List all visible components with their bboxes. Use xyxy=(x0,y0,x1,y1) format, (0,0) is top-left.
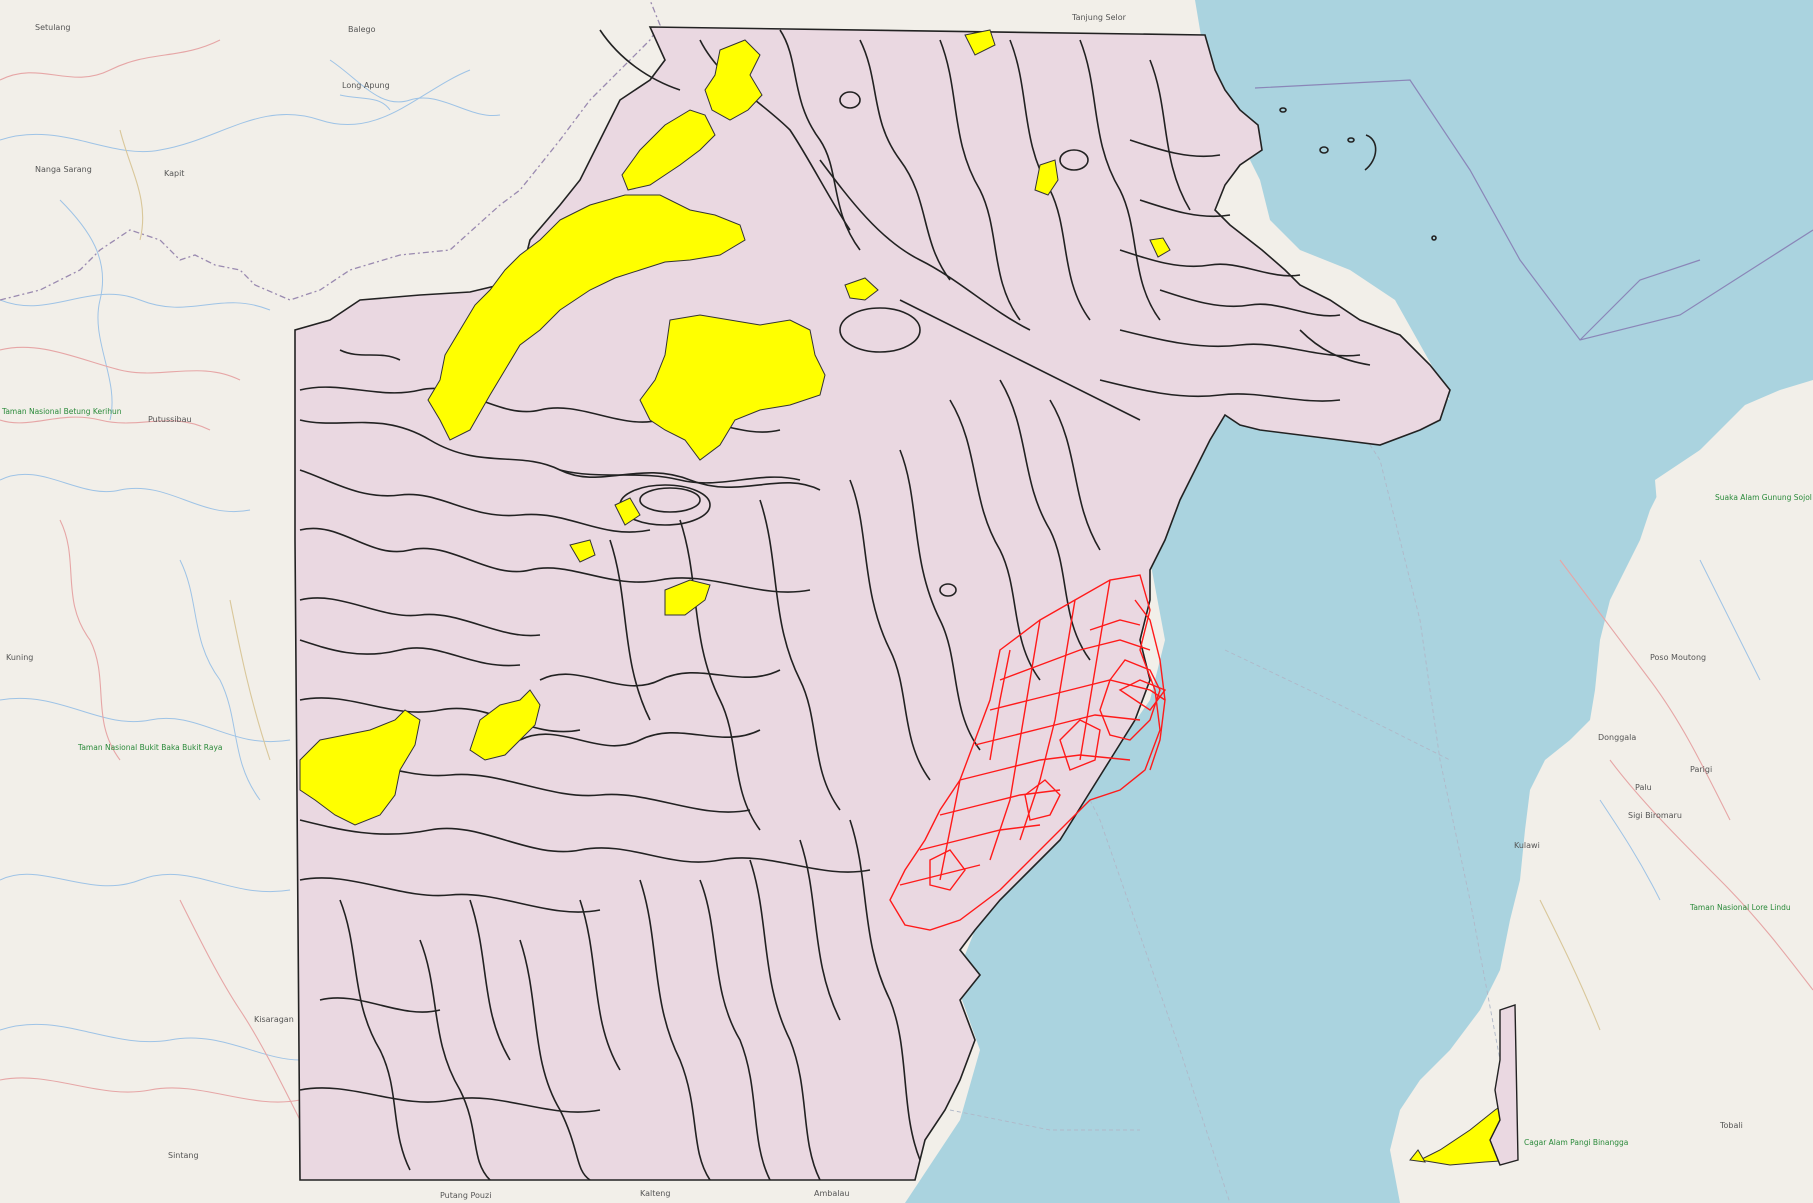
label-putussibau: Putussibau xyxy=(148,415,192,424)
label-parigi: Parigi xyxy=(1690,765,1712,774)
geology-lines xyxy=(299,29,1371,1181)
highlight-zone-east-3[interactable] xyxy=(1149,237,1171,258)
label-balego: Balego xyxy=(348,25,376,34)
maritime-boundary-2 xyxy=(1579,259,1701,341)
coastal-islands xyxy=(1279,107,1437,241)
park-label-betung: Taman Nasional Betung Kerihun xyxy=(1,407,122,416)
highlight-zone-centre-small[interactable] xyxy=(614,497,641,526)
label-setulang: Setulang xyxy=(35,23,70,32)
rivers-layer xyxy=(0,59,1761,1061)
maritime-dash-4 xyxy=(1224,649,1451,761)
label-sigi: Sigi Biromaru xyxy=(1628,811,1682,820)
park-label-lore-lindu: Taman Nasional Lore Lindu xyxy=(1689,903,1791,912)
highlight-zone-south-central[interactable] xyxy=(469,689,541,761)
highlighted-zones[interactable] xyxy=(299,29,1516,1166)
label-tanjung-sarang: Nanga Sarang xyxy=(35,165,92,174)
park-label-tanjung-api: Cagar Alam Pangi Binangga xyxy=(1524,1138,1628,1147)
label-kuning: Kuning xyxy=(6,653,33,662)
highlight-zone-ne-small[interactable] xyxy=(964,29,996,56)
highlight-zone-ridge[interactable] xyxy=(427,194,746,441)
label-sintang: Sintang xyxy=(168,1151,199,1160)
maritime-dash-3 xyxy=(949,1109,1140,1131)
label-kulawi: Kulawi xyxy=(1514,841,1540,850)
sulawesi-study-fragment[interactable] xyxy=(1489,1004,1519,1166)
maritime-dash-1 xyxy=(1089,799,1231,1203)
label-long-apung: Long Apung xyxy=(342,81,390,90)
palu-bay-land xyxy=(1570,680,1655,780)
northern-arm-land xyxy=(1655,385,1813,560)
maritime-boundary-1 xyxy=(1254,79,1813,341)
alert-zones[interactable] xyxy=(889,574,1167,931)
highlight-zone-centre-3[interactable] xyxy=(569,539,596,563)
label-kapit: Kapit xyxy=(164,169,184,178)
label-putang-pouzi: Putang Pouzi xyxy=(440,1191,491,1200)
label-palu: Palu xyxy=(1635,783,1652,792)
study-area-polygon[interactable] xyxy=(294,26,1451,1181)
highlight-zone-centre-2[interactable] xyxy=(664,579,711,616)
label-tanjung-selor: Tanjung Selor xyxy=(1071,13,1127,22)
roads-layer xyxy=(0,39,1813,1121)
place-labels: Balego Tanjung Selor Setulang Long Apung… xyxy=(6,13,1743,1200)
label-tobali: Tobali xyxy=(1719,1121,1743,1130)
label-kisaragan: Kisaragan xyxy=(254,1015,294,1024)
highlight-zone-south-west[interactable] xyxy=(299,709,421,826)
label-kalteng: Kalteng xyxy=(640,1189,670,1198)
label-donggala: Donggala xyxy=(1598,733,1636,742)
label-ambalau: Ambalau xyxy=(814,1189,849,1198)
highlight-zone-main-blob[interactable] xyxy=(639,314,826,461)
international-border xyxy=(0,0,661,301)
label-poso: Poso Moutong xyxy=(1650,653,1706,662)
highlight-zone-east-1[interactable] xyxy=(844,277,879,301)
highlight-zone-north[interactable] xyxy=(704,39,763,121)
park-labels: Taman Nasional Betung Kerihun Taman Nasi… xyxy=(1,407,1812,1147)
alert-zone-boundary[interactable] xyxy=(889,574,1161,931)
highlight-zone-sulawesi-tiny[interactable] xyxy=(1409,1149,1426,1163)
park-label-bukit-baka: Taman Nasional Bukit Baka Bukit Raya xyxy=(77,743,223,752)
park-label-gunung-sojol: Suaka Alam Gunung Sojol xyxy=(1715,493,1812,502)
highlight-zone-east-2[interactable] xyxy=(1034,159,1059,196)
sulawesi-land xyxy=(1390,380,1813,1203)
highlight-zone-central-west[interactable] xyxy=(621,109,716,191)
